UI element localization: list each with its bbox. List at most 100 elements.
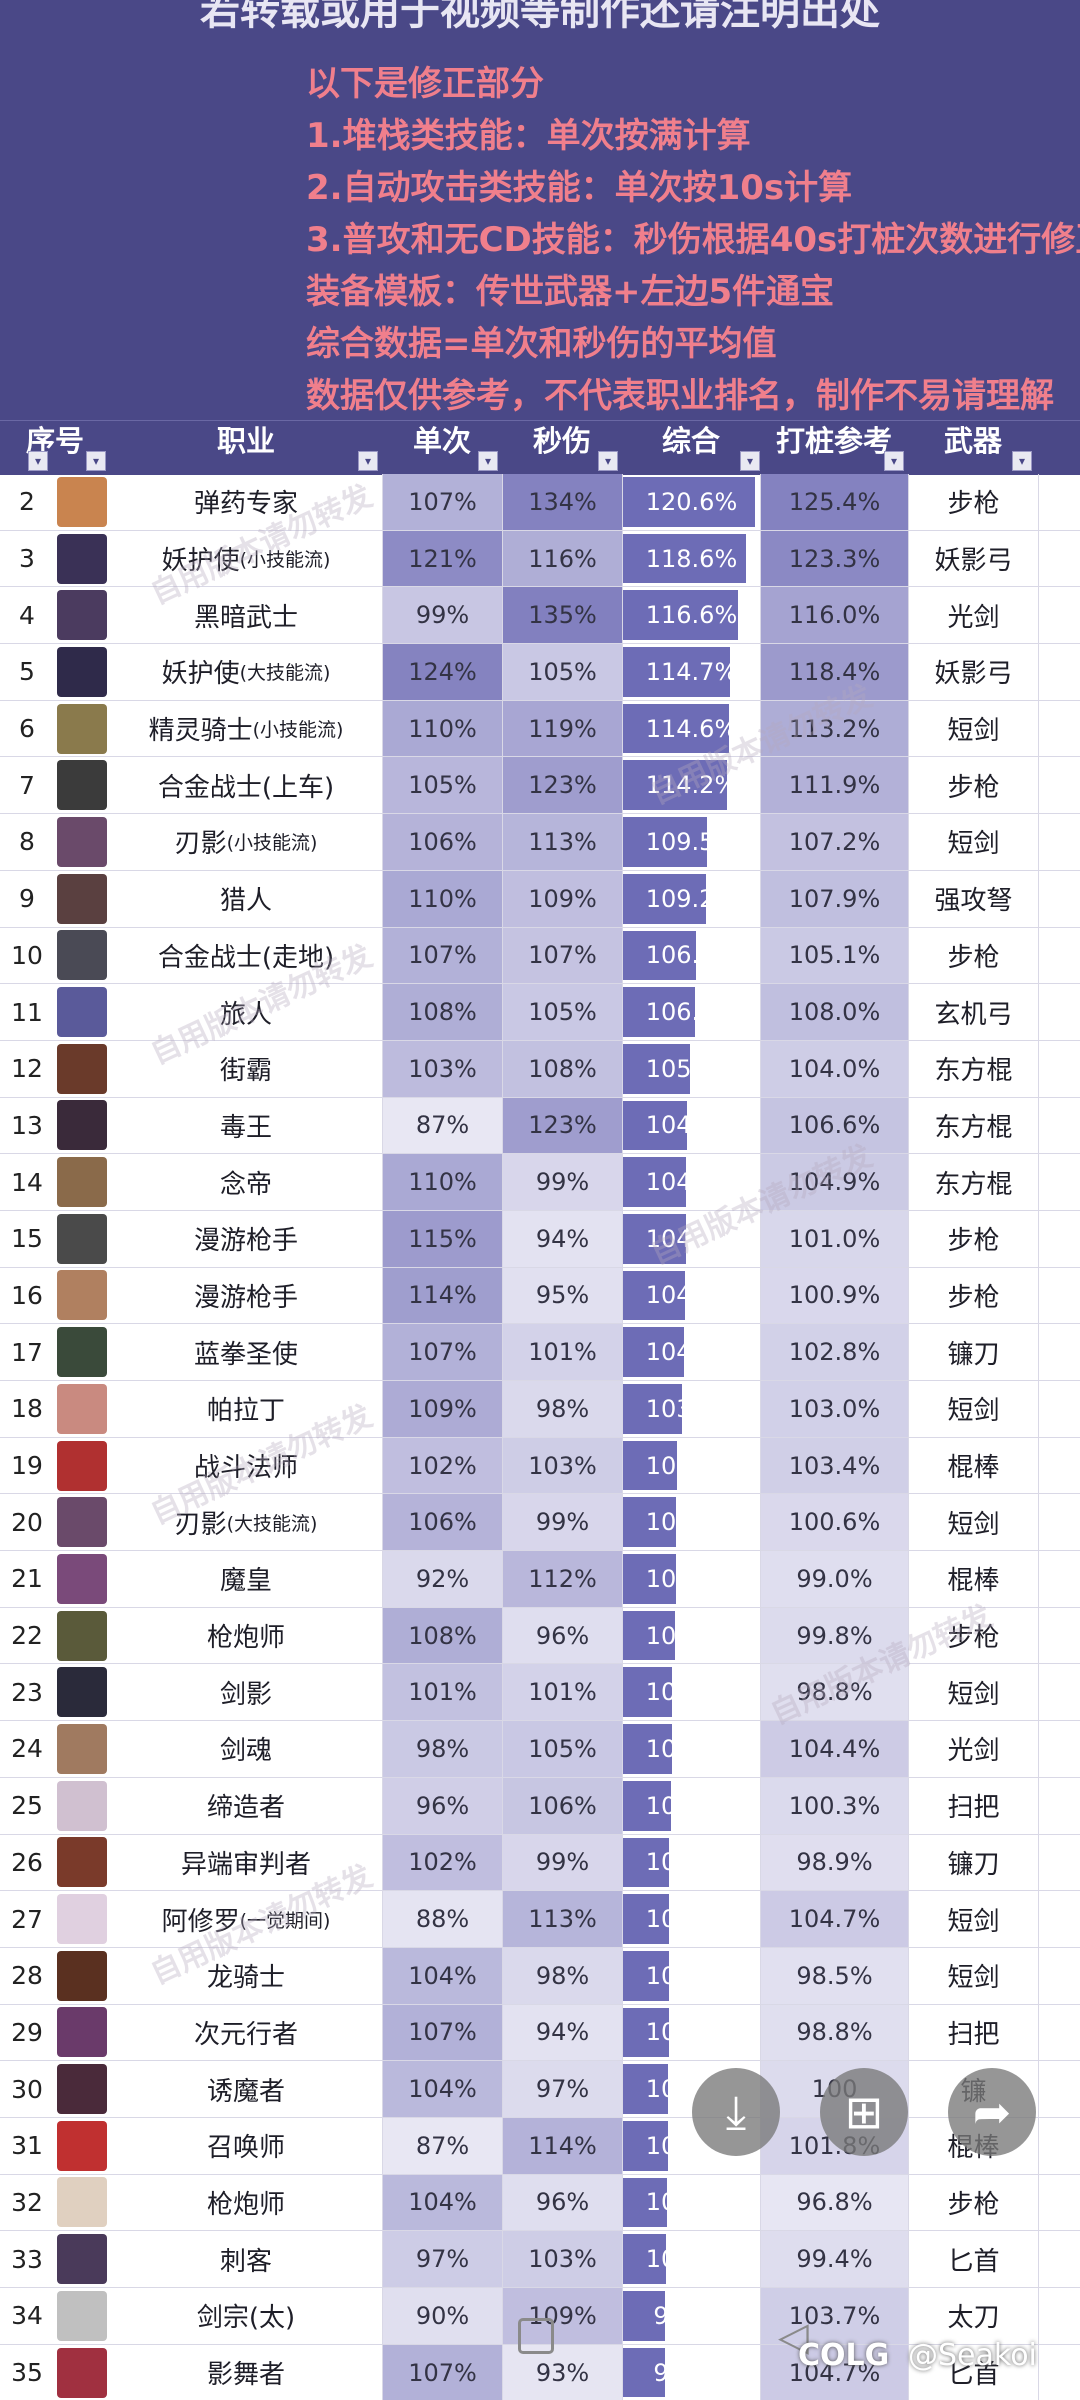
filter-dummy-icon[interactable]: ▾ (884, 451, 904, 471)
dps-value: 95% (502, 1267, 622, 1324)
filter-overall-icon[interactable]: ▾ (740, 451, 760, 471)
job-avatar (54, 928, 110, 984)
row-number: 29 (11, 2017, 43, 2047)
note-basic-attack: 3.普攻和无CD技能：秒伤根据40s打桩次数进行修正 (306, 220, 1080, 260)
single-value: 108% (382, 984, 502, 1040)
table-row[interactable]: 12 街霸 103% 108% 105.5% 104.0% 东方棍 (0, 1040, 1080, 1098)
home-nav-icon[interactable] (518, 2318, 554, 2354)
share-button[interactable]: ➦ (948, 2068, 1036, 2156)
overall-value: 104.8% (622, 1097, 760, 1154)
job-avatar (54, 1948, 110, 2004)
dummy-value: 113.2% (760, 700, 908, 757)
single-value: 121% (382, 530, 502, 587)
table-row[interactable]: 28 龙骑士 104% 98% 100.6% 98.5% 短剑 (0, 1947, 1080, 2005)
table-row[interactable]: 18 帕拉丁 109% 98% 103.7% 103.0% 短剑 (0, 1381, 1080, 1438)
header-weapon: 武器 (943, 424, 1002, 458)
dummy-value: 99.8% (760, 1607, 908, 1664)
job-name: 弹药专家 (193, 489, 298, 520)
table-row[interactable]: 19 战斗法师 102% 103% 102.6% 103.4% 棍棒 (0, 1437, 1080, 1495)
job-avatar (54, 644, 110, 700)
overall-value: 102.6% (622, 1437, 760, 1494)
filter-single-icon[interactable]: ▾ (478, 451, 498, 471)
row-number: 21 (11, 1564, 43, 1594)
weapon-name: 短剑 (908, 1947, 1038, 2004)
dps-value: 105% (502, 984, 622, 1040)
grid-button[interactable]: ⊞ (820, 2068, 908, 2156)
weapon-name: 匕首 (908, 2344, 1038, 2400)
table-row[interactable]: 22 枪炮师 108% 96% 102.0% 99.8% 步枪 (0, 1607, 1080, 1665)
dummy-value: 103.7% (760, 2288, 908, 2344)
header-overall: 综合 (661, 424, 720, 458)
overall-value: 106.9% (622, 927, 760, 984)
single-value: 106% (382, 814, 502, 870)
table-row[interactable]: 20 刃影 (大技能流) 106% 99% 102.4% 100.6% 短剑 (0, 1494, 1080, 1552)
table-row[interactable]: 11 旅人 108% 105% 106.6% 108.0% 玄机弓 (0, 984, 1080, 1041)
dummy-value: 107.2% (760, 814, 908, 870)
table-row[interactable]: 26 异端审判者 102% 99% 100.7% 98.9% 镰刀 (0, 1834, 1080, 1892)
job-name: 合金战士(走地) (157, 942, 335, 973)
dps-value: 99% (502, 1154, 622, 1210)
table-row[interactable]: 9 猎人 110% 109% 109.2% 107.9% 强攻弩 (0, 870, 1080, 928)
single-value: 109% (382, 1381, 502, 1437)
job-avatar (54, 587, 110, 643)
job-avatar (54, 1041, 110, 1097)
table-row[interactable]: 7 合金战士(上车) 105% 123% 114.2% 111.9% 步枪 (0, 757, 1080, 815)
table-row[interactable]: 6 精灵骑士 (小技能流) 110% 119% 114.6% 113.2% 短剑 (0, 700, 1080, 758)
table-row[interactable]: 34 剑宗(太) 90% 109% 99.8% 103.7% 太刀 (0, 2288, 1080, 2345)
table-row[interactable]: 16 漫游枪手 114% 95% 104.4% 100.9% 步枪 (0, 1267, 1080, 1325)
weapon-name: 短剑 (908, 700, 1038, 757)
filter-no-icon[interactable]: ▾ (28, 451, 48, 471)
overall-bar (623, 1950, 669, 2001)
table-row[interactable]: 3 妖护使 (小技能流) 121% 116% 118.6% 123.3% 妖影弓 (0, 530, 1080, 588)
table-row[interactable]: 5 妖护使 (大技能流) 124% 105% 114.7% 118.4% 妖影弓 (0, 644, 1080, 701)
table-row[interactable]: 17 蓝拳圣使 107% 101% 104.2% 102.8% 镰刀 (0, 1324, 1080, 1381)
table-header-row: 序号 职业 单次 秒伤 综合 打桩参考 武器 ▾ ▾ ▾ ▾ ▾ ▾ ▾ ▾ (0, 420, 1080, 475)
overall-value: 102.0% (622, 1607, 760, 1664)
table-row[interactable]: 33 刺客 97% 103% 100.0% 99.4% 匕首 (0, 2231, 1080, 2288)
table-row[interactable]: 14 念帝 110% 99% 104.7% 104.9% 东方棍 (0, 1154, 1080, 1211)
overall-value: 104.6% (622, 1210, 760, 1267)
job-name: 旅人 (219, 999, 272, 1030)
filter-job-icon[interactable]: ▾ (358, 451, 378, 471)
table-row[interactable]: 32 枪炮师 104% 96% 100.1% 96.8% 步枪 (0, 2174, 1080, 2232)
table-row[interactable]: 10 合金战士(走地) 107% 107% 106.9% 105.1% 步枪 (0, 927, 1080, 985)
filter-dps-icon[interactable]: ▾ (598, 451, 618, 471)
empty-cell (1038, 1777, 1080, 1834)
overall-bar (623, 2064, 669, 2114)
row-number: 17 (11, 1337, 43, 1367)
table-row[interactable]: 4 黑暗武士 99% 135% 116.6% 116.0% 光剑 (0, 587, 1080, 645)
table-row[interactable]: 23 剑影 101% 101% 101.4% 98.8% 短剑 (0, 1664, 1080, 1722)
table-row[interactable]: 8 刃影 (小技能流) 106% 113% 109.5% 107.2% 短剑 (0, 814, 1080, 871)
filter-avatar-icon[interactable]: ▾ (86, 451, 106, 471)
overall-bar (623, 1270, 686, 1321)
empty-cell (1038, 2004, 1080, 2061)
overall-value: 100.6% (622, 1947, 760, 2004)
weapon-name: 镰刀 (908, 1324, 1038, 1380)
table-row[interactable]: 2 弹药专家 107% 134% 120.6% 125.4% 步枪 (0, 474, 1080, 531)
table-row[interactable]: 15 漫游枪手 115% 94% 104.6% 101.0% 步枪 (0, 1210, 1080, 1268)
dummy-value: 99.0% (760, 1551, 908, 1607)
table-row[interactable]: 13 毒王 87% 123% 104.8% 106.6% 东方棍 (0, 1097, 1080, 1155)
table-row[interactable]: 27 阿修罗 (一觉期间) 88% 113% 100.7% 104.7% 短剑 (0, 1891, 1080, 1948)
table-row[interactable]: 21 魔皇 92% 112% 102.2% 99.0% 棍棒 (0, 1551, 1080, 1608)
back-nav-icon[interactable]: ◁ (778, 2314, 809, 2360)
job-name: 魔皇 (219, 1566, 272, 1597)
job-avatar (54, 984, 110, 1040)
weapon-name: 短剑 (908, 1664, 1038, 1721)
dummy-value: 116.0% (760, 587, 908, 644)
table-row[interactable]: 25 缔造者 96% 106% 101.1% 100.3% 扫把 (0, 1777, 1080, 1835)
single-value: 96% (382, 1777, 502, 1834)
overall-value: 118.6% (622, 530, 760, 587)
single-value: 105% (382, 757, 502, 814)
filter-weapon-icon[interactable]: ▾ (1012, 451, 1032, 471)
note-stacking: 1.堆栈类技能：单次按满计算 (306, 116, 751, 156)
row-number: 18 (11, 1394, 43, 1424)
download-button[interactable]: ⤓ (692, 2068, 780, 2156)
weapon-name: 步枪 (908, 474, 1038, 530)
table-row[interactable]: 24 剑魂 98% 105% 101.4% 104.4% 光剑 (0, 1721, 1080, 1778)
weapon-name: 步枪 (908, 927, 1038, 984)
dummy-value: 100.6% (760, 1494, 908, 1551)
table-row[interactable]: 29 次元行者 107% 94% 100.6% 98.8% 扫把 (0, 2004, 1080, 2062)
